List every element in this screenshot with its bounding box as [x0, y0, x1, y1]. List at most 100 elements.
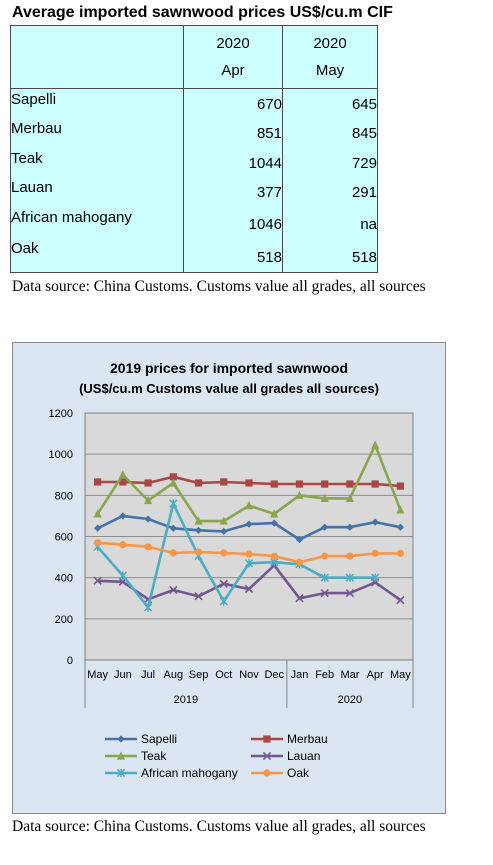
data-point-lauan — [295, 594, 304, 603]
data-point-merbau — [321, 480, 329, 488]
x-tick-label: May — [87, 669, 108, 681]
data-point-teak — [320, 493, 329, 503]
data-point-lauan — [345, 588, 355, 598]
data-point-merbau — [295, 480, 304, 488]
header-may-month: May — [315, 62, 345, 79]
data-point-african-mahogany — [371, 573, 380, 582]
x-tick-label: May — [390, 669, 411, 681]
data-point-african-mahogany — [345, 573, 355, 582]
x-tick-label: Feb — [315, 669, 334, 681]
legend-label-oak: Oak — [287, 766, 310, 780]
data-point-lauan — [396, 595, 405, 605]
may-value: 645 — [351, 96, 377, 113]
data-point-teak — [118, 470, 127, 479]
data-point-merbau — [270, 480, 278, 488]
data-point-lauan — [244, 584, 254, 594]
data-point-oak — [169, 549, 177, 557]
series-line-african-mahogany — [96, 502, 376, 609]
data-point-oak — [119, 541, 127, 549]
apr-value: 851 — [256, 125, 282, 142]
y-tick-label: 1200 — [49, 408, 73, 420]
data-point-oak — [371, 549, 379, 557]
x-tick-label: Jul — [141, 669, 155, 681]
data-point-oak — [194, 548, 203, 556]
data-point-lauan — [219, 579, 228, 589]
legend-marker-merbau — [263, 735, 271, 743]
x-tick-label: Jan — [291, 669, 309, 681]
data-point-lauan — [194, 592, 203, 601]
data-point-merbau — [169, 473, 177, 481]
legend-marker-oak — [263, 769, 271, 777]
header-apr-month: Apr — [221, 62, 245, 79]
data-point-merbau — [245, 479, 253, 487]
data-point-african-mahogany — [219, 597, 228, 606]
legend-marker-lauan — [262, 751, 272, 761]
legend-marker-african-mahogany — [116, 768, 126, 778]
legend-label-lauan: Lauan — [287, 749, 320, 763]
species-name: African mahogany — [11, 209, 132, 226]
data-point-oak — [220, 549, 228, 557]
header-may-year: 2020 — [313, 35, 347, 52]
data-point-sapelli — [144, 515, 152, 523]
data-point-merbau — [119, 478, 127, 486]
data-point-sapelli — [194, 526, 203, 534]
data-point-african-mahogany — [320, 573, 329, 582]
data-point-teak — [371, 440, 380, 449]
table-body-row: Sapelli Merbau Teak Lauan African mahoga… — [10, 88, 378, 273]
data-point-oak — [295, 558, 304, 566]
chart-source-note: Data source: China Customs. Customs valu… — [12, 818, 426, 835]
data-point-teak — [270, 509, 279, 518]
data-point-lauan — [93, 576, 102, 585]
species-name: Oak — [11, 240, 39, 257]
data-point-merbau — [396, 482, 404, 490]
data-point-teak — [345, 493, 355, 503]
data-point-lauan — [169, 585, 178, 595]
price-table: 2020 Apr 2020 May Sapelli Merbau Teak La… — [10, 25, 378, 273]
data-point-teak — [244, 501, 254, 510]
may-value: 845 — [351, 125, 377, 142]
year-group-label: 2020 — [338, 694, 362, 706]
apr-value: 377 — [256, 184, 282, 201]
y-tick-label: 800 — [55, 490, 73, 502]
chart-subtitle: (US$/cu.m Customs value all grades all s… — [79, 381, 379, 396]
data-point-merbau — [94, 478, 102, 486]
data-point-merbau — [194, 479, 203, 487]
apr-value: 1044 — [248, 155, 282, 172]
legend-label-merbau: Merbau — [287, 732, 328, 746]
header-apr: 2020 Apr — [183, 25, 283, 89]
data-point-sapelli — [94, 524, 102, 532]
x-tick-label: Nov — [239, 669, 259, 681]
data-point-african-mahogany — [118, 571, 127, 580]
table-title: Average imported sawnwood prices US$/cu.… — [12, 4, 393, 21]
chart-panel: 2019 prices for imported sawnwood (US$/cu… — [12, 342, 446, 814]
species-name: Merbau — [11, 120, 62, 137]
data-point-merbau — [346, 480, 354, 488]
data-point-merbau — [371, 480, 379, 488]
data-point-african-mahogany — [143, 603, 153, 612]
may-value: 291 — [351, 184, 377, 201]
apr-value: 1046 — [248, 216, 282, 233]
species-name: Lauan — [11, 179, 53, 196]
data-point-oak — [144, 543, 152, 551]
data-point-oak — [245, 550, 253, 558]
data-point-teak — [194, 516, 203, 525]
y-tick-label: 200 — [55, 614, 73, 626]
data-point-teak — [143, 495, 153, 505]
y-tick-label: 0 — [67, 655, 73, 667]
data-point-teak — [295, 490, 304, 499]
header-apr-year: 2020 — [216, 35, 250, 52]
y-tick-label: 1000 — [49, 449, 73, 461]
x-tick-label: Mar — [340, 669, 359, 681]
x-tick-label: Sep — [189, 669, 209, 681]
data-point-oak — [346, 552, 354, 560]
species-name: Sapelli — [11, 91, 57, 108]
species-column: Sapelli Merbau Teak Lauan African mahoga… — [10, 88, 184, 273]
x-tick-label: Apr — [367, 669, 384, 681]
legend-label-teak: Teak — [141, 749, 167, 763]
species-name: Teak — [11, 150, 43, 167]
header-may: 2020 May — [282, 25, 378, 89]
data-point-oak — [94, 539, 102, 547]
year-group-label: 2019 — [174, 694, 198, 706]
may-value: na — [360, 216, 377, 233]
chart-title: 2019 prices for imported sawnwood — [110, 360, 348, 376]
